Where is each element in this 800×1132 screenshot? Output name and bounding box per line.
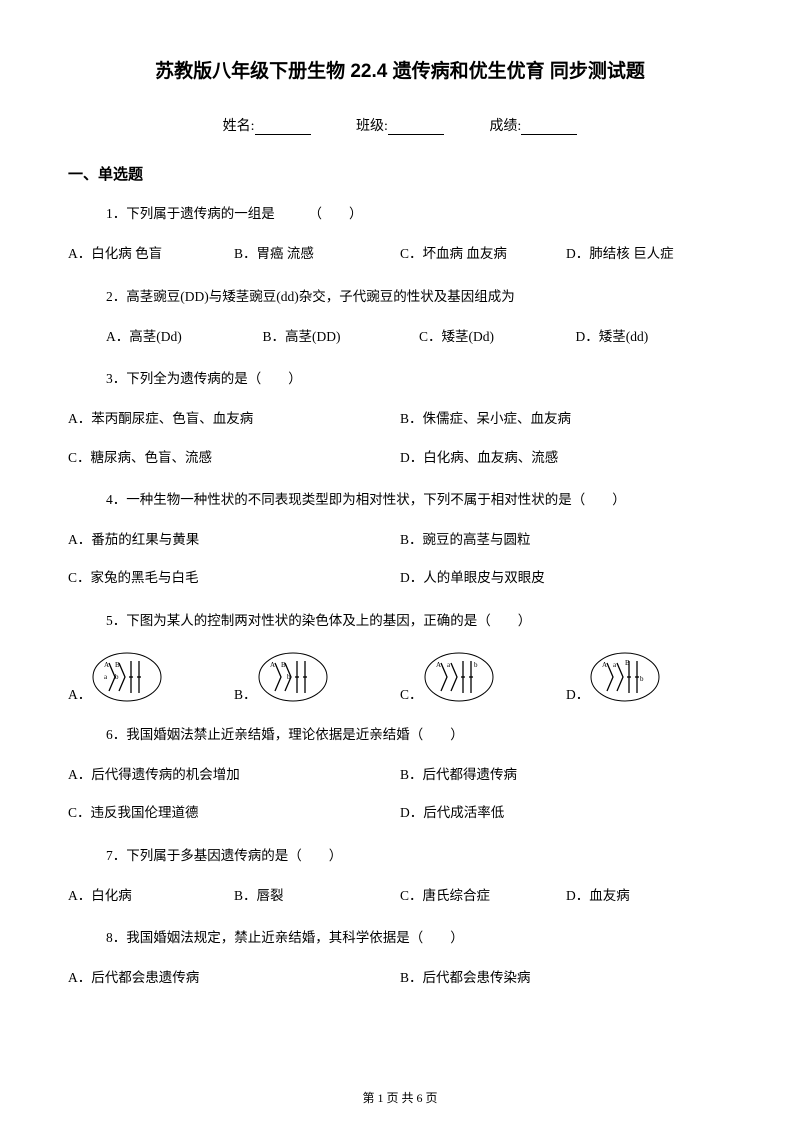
svg-text:A: A bbox=[104, 661, 109, 669]
page-footer: 第 1 页 共 6 页 bbox=[0, 1089, 800, 1106]
q2-opt-a: A．高茎(Dd) bbox=[106, 327, 263, 347]
q6-opt-a: A．后代得遗传病的机会增加 bbox=[68, 765, 400, 785]
q7-opt-d: D．血友病 bbox=[566, 886, 732, 906]
svg-text:a: a bbox=[104, 673, 108, 681]
svg-text:b: b bbox=[115, 673, 119, 681]
name-blank bbox=[255, 121, 311, 135]
q1-opt-d: D．肺结核 巨人症 bbox=[566, 244, 732, 264]
q2-opt-c: C．矮茎(Dd) bbox=[419, 327, 576, 347]
q8-text: 8．我国婚姻法规定，禁止近亲结婚，其科学依据是（ ） bbox=[68, 928, 732, 948]
section-header: 一、单选题 bbox=[68, 163, 732, 184]
q3-opt-c: C．糖尿病、色盲、流感 bbox=[68, 448, 400, 468]
q4-opt-c: C．家兔的黑毛与白毛 bbox=[68, 568, 400, 588]
svg-text:b: b bbox=[287, 673, 291, 681]
q5-opt-b-wrap: B． A B b bbox=[234, 651, 400, 703]
q2-opt-b: B．高茎(DD) bbox=[263, 327, 420, 347]
q5-opt-c-wrap: C． A a b bbox=[400, 651, 566, 703]
q4-opt-d: D．人的单眼皮与双眼皮 bbox=[400, 568, 732, 588]
q8-opt-a: A．后代都会患遗传病 bbox=[68, 968, 400, 988]
svg-text:b: b bbox=[640, 675, 644, 683]
chromosome-diagram-c: A a b bbox=[423, 651, 495, 703]
q8-opt-b: B．后代都会患传染病 bbox=[400, 968, 732, 988]
q2-text: 2．高茎豌豆(DD)与矮茎豌豆(dd)杂交，子代豌豆的性状及基因组成为 bbox=[68, 287, 732, 307]
q6-opt-c: C．违反我国伦理道德 bbox=[68, 803, 400, 823]
q4-text: 4．一种生物一种性状的不同表现类型即为相对性状，下列不属于相对性状的是（ ） bbox=[68, 490, 732, 510]
q1-opt-a: A．白化病 色盲 bbox=[68, 244, 234, 264]
q3-text: 3．下列全为遗传病的是（ ） bbox=[68, 369, 732, 389]
q1-opt-c: C．坏血病 血友病 bbox=[400, 244, 566, 264]
q5-opt-a: A． bbox=[68, 683, 91, 703]
q5-text: 5．下图为某人的控制两对性状的染色体及上的基因，正确的是（ ） bbox=[68, 611, 732, 631]
chromosome-diagram-d: A a B b bbox=[589, 651, 661, 703]
q5-options: A． A a B b B． A B b bbox=[68, 651, 732, 703]
q7-opt-c: C．唐氏综合症 bbox=[400, 886, 566, 906]
q3-opt-a: A．苯丙酮尿症、色盲、血友病 bbox=[68, 409, 400, 429]
q6-opt-b: B．后代都得遗传病 bbox=[400, 765, 732, 785]
q5-opt-c: C． bbox=[400, 683, 423, 703]
score-label: 成绩: bbox=[489, 119, 521, 134]
q5-opt-a-wrap: A． A a B b bbox=[68, 651, 234, 703]
q1-options: A．白化病 色盲 B．胃癌 流感 C．坏血病 血友病 D．肺结核 巨人症 bbox=[68, 244, 732, 264]
name-label: 姓名: bbox=[223, 119, 255, 134]
score-blank bbox=[521, 121, 577, 135]
chromosome-diagram-b: A B b bbox=[257, 651, 329, 703]
q4-options: A．番茄的红果与黄果 B．豌豆的高茎与圆粒 C．家兔的黑毛与白毛 D．人的单眼皮… bbox=[68, 530, 732, 589]
q4-opt-a: A．番茄的红果与黄果 bbox=[68, 530, 400, 550]
q7-opt-b: B．唇裂 bbox=[234, 886, 400, 906]
q3-opt-d: D．白化病、血友病、流感 bbox=[400, 448, 732, 468]
q6-options: A．后代得遗传病的机会增加 B．后代都得遗传病 C．违反我国伦理道德 D．后代成… bbox=[68, 765, 732, 824]
svg-text:b: b bbox=[474, 661, 478, 669]
q6-text: 6．我国婚姻法禁止近亲结婚，理论依据是近亲结婚（ ） bbox=[68, 725, 732, 745]
svg-text:A: A bbox=[270, 661, 275, 669]
q5-opt-d-wrap: D． A a B b bbox=[566, 651, 732, 703]
student-info-line: 姓名: 班级: 成绩: bbox=[68, 115, 732, 135]
chromosome-diagram-a: A a B b bbox=[91, 651, 163, 703]
q8-options: A．后代都会患遗传病 B．后代都会患传染病 bbox=[68, 968, 732, 1006]
q2-options: A．高茎(Dd) B．高茎(DD) C．矮茎(Dd) D．矮茎(dd) bbox=[68, 327, 732, 347]
q2-opt-d: D．矮茎(dd) bbox=[576, 327, 733, 347]
svg-text:a: a bbox=[613, 661, 617, 669]
q7-options: A．白化病 B．唇裂 C．唐氏综合症 D．血友病 bbox=[68, 886, 732, 906]
q4-opt-b: B．豌豆的高茎与圆粒 bbox=[400, 530, 732, 550]
svg-text:A: A bbox=[602, 661, 607, 669]
q1-opt-b: B．胃癌 流感 bbox=[234, 244, 400, 264]
q7-text: 7．下列属于多基因遗传病的是（ ） bbox=[68, 846, 732, 866]
class-blank bbox=[388, 121, 444, 135]
svg-text:a: a bbox=[447, 661, 451, 669]
class-label: 班级: bbox=[356, 119, 388, 134]
page-title: 苏教版八年级下册生物 22.4 遗传病和优生优育 同步测试题 bbox=[68, 56, 732, 83]
q5-opt-b: B． bbox=[234, 683, 257, 703]
q6-opt-d: D．后代成活率低 bbox=[400, 803, 732, 823]
q3-opt-b: B．侏儒症、呆小症、血友病 bbox=[400, 409, 732, 429]
q7-opt-a: A．白化病 bbox=[68, 886, 234, 906]
q1-text: 1．下列属于遗传病的一组是 （ ） bbox=[68, 204, 732, 224]
svg-text:B: B bbox=[115, 661, 120, 669]
svg-text:A: A bbox=[436, 661, 441, 669]
q5-opt-d: D． bbox=[566, 683, 589, 703]
q3-options: A．苯丙酮尿症、色盲、血友病 B．侏儒症、呆小症、血友病 C．糖尿病、色盲、流感… bbox=[68, 409, 732, 468]
svg-text:B: B bbox=[625, 659, 630, 667]
svg-text:B: B bbox=[281, 661, 286, 669]
